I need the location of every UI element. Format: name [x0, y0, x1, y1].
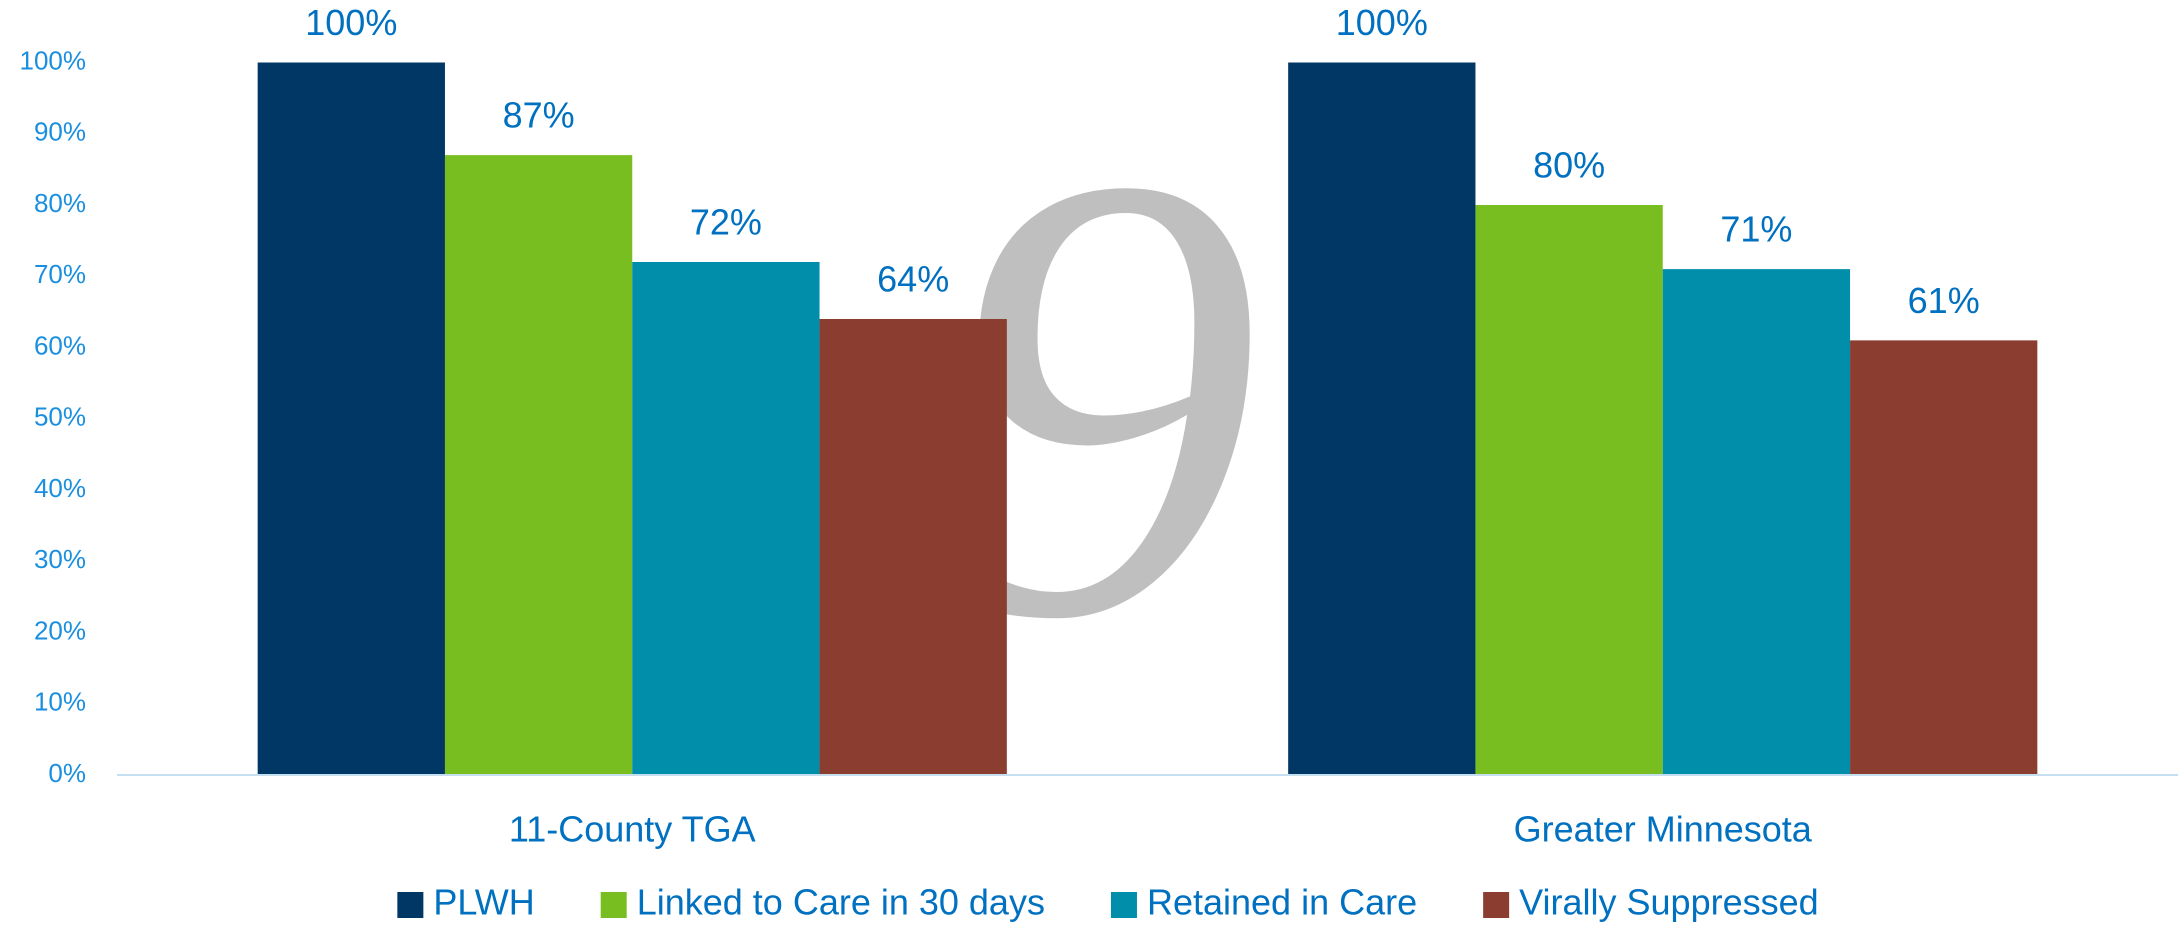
- y-tick-label: 0%: [48, 758, 86, 788]
- y-tick-label: 10%: [34, 687, 86, 717]
- y-tick-label: 70%: [34, 259, 86, 289]
- value-label: 71%: [1720, 209, 1792, 250]
- value-label: 64%: [877, 259, 949, 300]
- bar: [444, 155, 633, 775]
- value-label: 100%: [305, 2, 397, 43]
- legend-label: Retained in Care: [1147, 882, 1417, 923]
- y-tick-label: 20%: [34, 615, 86, 645]
- bar: [1475, 205, 1663, 775]
- x-tick-label: 11-County TGA: [509, 809, 756, 850]
- y-tick-label: 80%: [34, 188, 86, 218]
- legend-label: Linked to Care in 30 days: [637, 882, 1045, 923]
- y-tick-label: 50%: [34, 402, 86, 432]
- value-label: 100%: [1336, 2, 1428, 43]
- y-tick-label: 40%: [34, 473, 86, 503]
- legend-swatch: [397, 892, 424, 918]
- legend-swatch: [1110, 892, 1137, 918]
- legend-swatch: [1483, 892, 1510, 918]
- value-label: 61%: [1908, 280, 1980, 321]
- bar: [632, 262, 820, 775]
- value-label: 87%: [503, 95, 575, 136]
- y-tick-label: 90%: [34, 117, 86, 147]
- value-label: 80%: [1533, 145, 1605, 186]
- value-label: 72%: [690, 202, 762, 243]
- bar: [257, 62, 445, 775]
- y-tick-label: 30%: [34, 544, 86, 574]
- bar: [1850, 340, 2038, 775]
- legend-label: Virally Suppressed: [1519, 882, 1819, 923]
- bar: [1662, 269, 1851, 775]
- legend-label: PLWH: [433, 882, 534, 923]
- y-tick-label: 100%: [20, 45, 87, 75]
- x-tick-label: Greater Minnesota: [1514, 809, 1813, 850]
- y-tick-label: 60%: [34, 330, 86, 360]
- legend-swatch: [600, 892, 627, 918]
- bar: [819, 319, 1007, 775]
- bar: [1288, 62, 1476, 775]
